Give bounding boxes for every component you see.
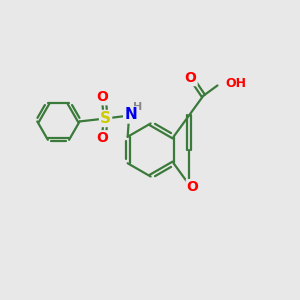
Text: O: O <box>96 90 108 104</box>
Text: S: S <box>100 111 111 126</box>
Text: H: H <box>133 102 142 112</box>
Text: O: O <box>96 131 108 145</box>
Text: OH: OH <box>226 76 247 90</box>
Text: O: O <box>187 180 199 194</box>
Text: O: O <box>185 71 197 85</box>
Text: N: N <box>124 107 137 122</box>
